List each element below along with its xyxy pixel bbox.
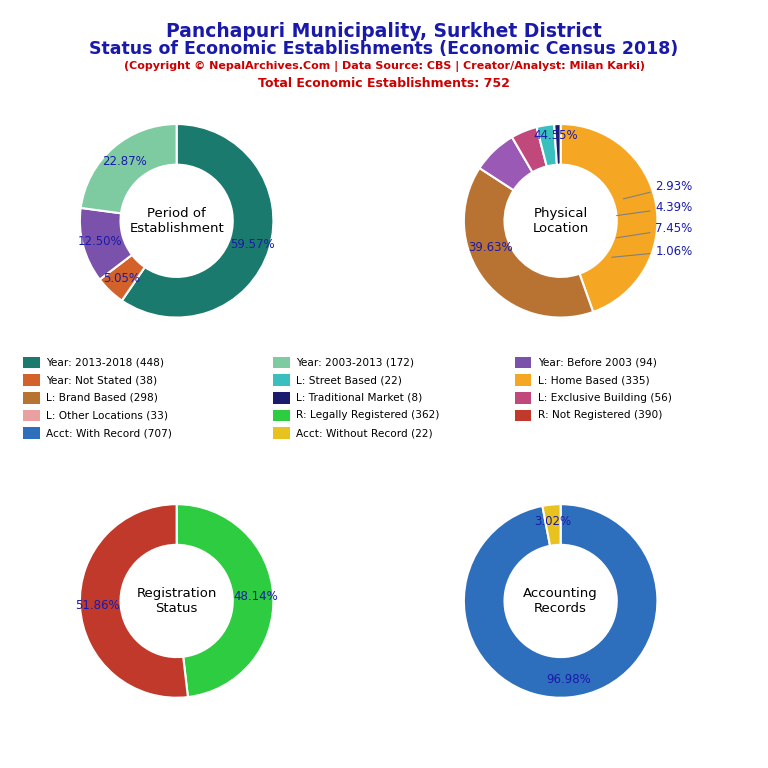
Wedge shape [464,168,593,317]
Text: Year: Before 2003 (94): Year: Before 2003 (94) [538,357,657,368]
Wedge shape [479,137,532,190]
Wedge shape [561,124,657,312]
Wedge shape [554,124,561,165]
Text: L: Home Based (335): L: Home Based (335) [538,375,649,386]
Text: L: Traditional Market (8): L: Traditional Market (8) [296,392,422,403]
Text: Period of
Establishment: Period of Establishment [129,207,224,235]
Wedge shape [177,504,273,697]
Wedge shape [537,124,557,167]
Text: 51.86%: 51.86% [75,599,120,612]
Text: 3.02%: 3.02% [535,515,571,528]
Text: Year: 2013-2018 (448): Year: 2013-2018 (448) [46,357,164,368]
Text: Accounting
Records: Accounting Records [523,587,598,615]
Text: Acct: Without Record (22): Acct: Without Record (22) [296,428,432,439]
Text: 4.39%: 4.39% [617,201,693,216]
Text: Registration
Status: Registration Status [137,587,217,615]
Text: 7.45%: 7.45% [617,223,693,238]
Text: Physical
Location: Physical Location [532,207,589,235]
Wedge shape [80,208,132,280]
Text: 1.06%: 1.06% [612,245,693,258]
Text: 48.14%: 48.14% [233,590,278,603]
Text: R: Legally Registered (362): R: Legally Registered (362) [296,410,439,421]
Text: 12.50%: 12.50% [78,235,122,247]
Text: Year: 2003-2013 (172): Year: 2003-2013 (172) [296,357,414,368]
Text: L: Other Locations (33): L: Other Locations (33) [46,410,168,421]
Text: (Copyright © NepalArchives.Com | Data Source: CBS | Creator/Analyst: Milan Karki: (Copyright © NepalArchives.Com | Data So… [124,61,644,71]
Text: R: Not Registered (390): R: Not Registered (390) [538,410,662,421]
Wedge shape [100,255,145,300]
Wedge shape [81,124,177,214]
Text: 44.55%: 44.55% [534,129,578,142]
Text: Acct: With Record (707): Acct: With Record (707) [46,428,172,439]
Text: 22.87%: 22.87% [102,154,147,167]
Text: 96.98%: 96.98% [546,674,591,687]
Text: 39.63%: 39.63% [468,241,513,254]
Wedge shape [80,504,188,697]
Text: 2.93%: 2.93% [624,180,693,199]
Text: L: Brand Based (298): L: Brand Based (298) [46,392,158,403]
Text: 5.05%: 5.05% [104,272,141,285]
Text: L: Street Based (22): L: Street Based (22) [296,375,402,386]
Wedge shape [512,127,547,172]
Text: 59.57%: 59.57% [230,238,275,251]
Text: Year: Not Stated (38): Year: Not Stated (38) [46,375,157,386]
Text: Total Economic Establishments: 752: Total Economic Establishments: 752 [258,77,510,90]
Wedge shape [542,504,561,546]
Text: L: Exclusive Building (56): L: Exclusive Building (56) [538,392,671,403]
Wedge shape [122,124,273,317]
Wedge shape [464,504,657,697]
Text: Status of Economic Establishments (Economic Census 2018): Status of Economic Establishments (Econo… [89,40,679,58]
Text: Panchapuri Municipality, Surkhet District: Panchapuri Municipality, Surkhet Distric… [166,22,602,41]
